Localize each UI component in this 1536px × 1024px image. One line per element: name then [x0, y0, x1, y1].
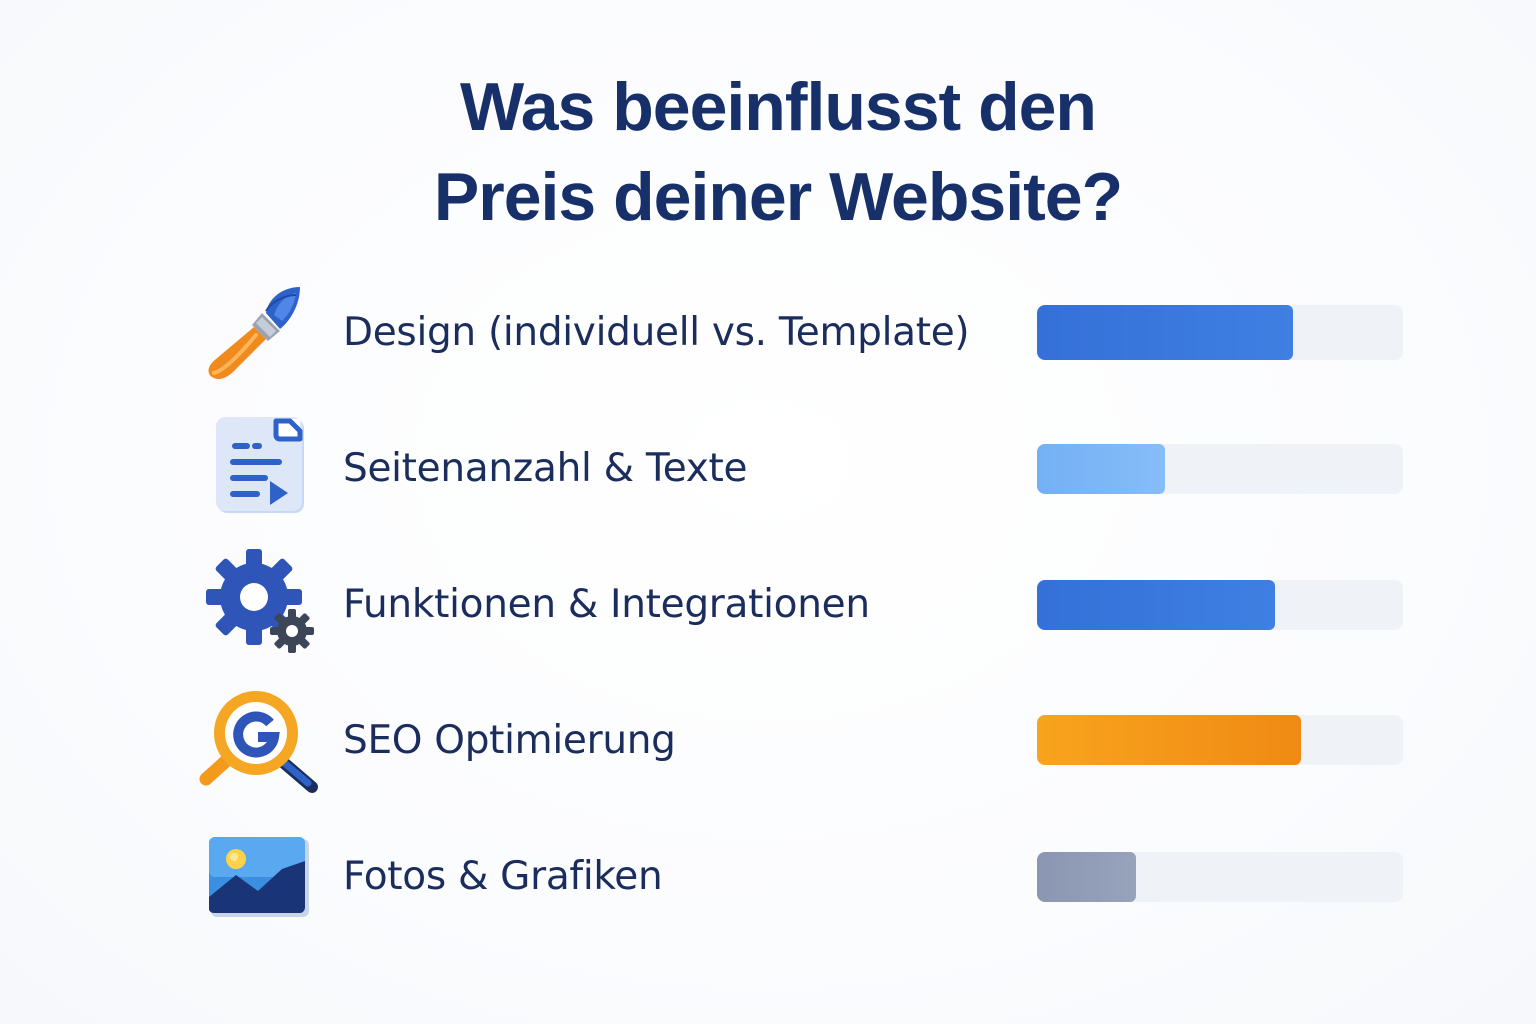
bar-photos	[1037, 852, 1136, 902]
page-title: Was beeinflusst den Preis deiner Website…	[268, 62, 1288, 242]
factor-row-photos: Fotos & Grafiken	[196, 817, 1416, 937]
paintbrush-icon	[196, 273, 320, 393]
factor-row-pages: Seitenanzahl & Texte	[196, 409, 1416, 529]
label-pages: Seitenanzahl & Texte	[343, 446, 748, 491]
seo-magnifier-icon	[196, 681, 320, 801]
bar-track-functions	[1037, 580, 1403, 630]
bar-track-pages	[1037, 444, 1403, 494]
bar-track-photos	[1037, 852, 1403, 902]
bar-design	[1037, 305, 1293, 360]
bar-track-design	[1037, 305, 1403, 360]
bar-seo	[1037, 715, 1301, 765]
title-line-1: Was beeinflusst den	[460, 69, 1097, 145]
label-seo: SEO Optimierung	[343, 718, 676, 763]
bar-track-seo	[1037, 715, 1403, 765]
bar-functions	[1037, 580, 1275, 630]
title-line-2: Preis deiner Website?	[433, 159, 1123, 235]
label-photos: Fotos & Grafiken	[343, 854, 663, 899]
factor-row-seo: SEO Optimierung	[196, 681, 1416, 801]
gears-icon	[196, 545, 320, 665]
factor-row-functions: Funktionen & Integrationen	[196, 545, 1416, 665]
label-design: Design (individuell vs. Template)	[343, 310, 970, 355]
image-icon	[196, 817, 320, 937]
label-functions: Funktionen & Integrationen	[343, 582, 870, 627]
factor-row-design: Design (individuell vs. Template)	[196, 273, 1416, 393]
bar-pages	[1037, 444, 1165, 494]
document-icon	[196, 409, 320, 529]
